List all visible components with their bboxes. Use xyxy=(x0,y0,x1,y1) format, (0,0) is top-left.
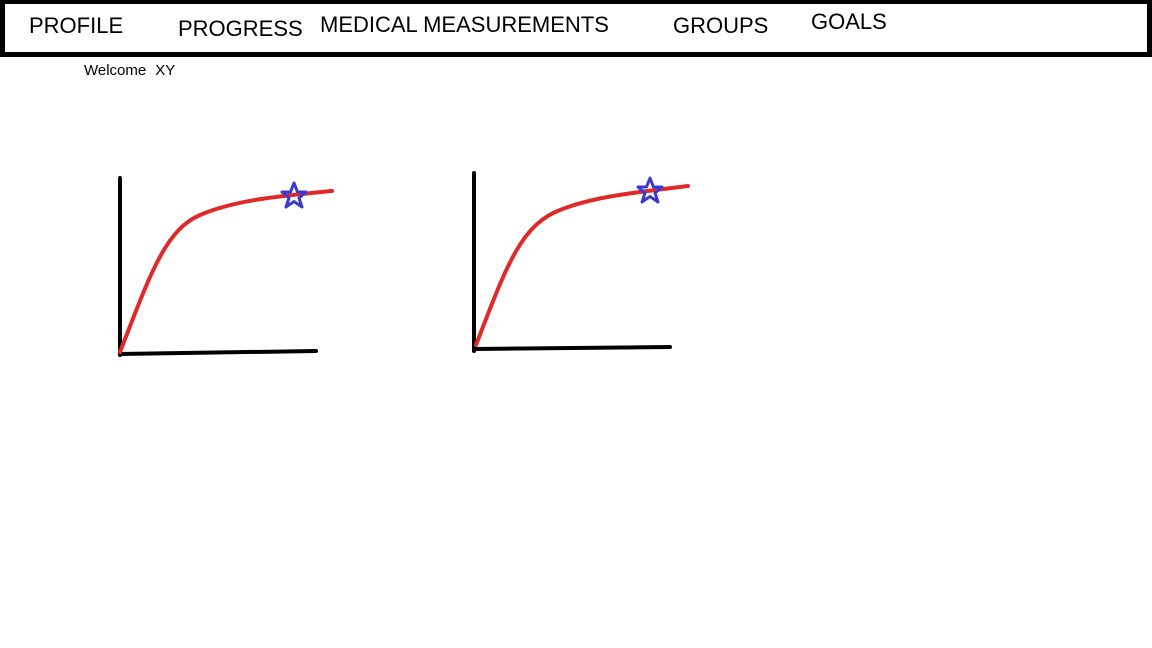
welcome-message: Welcome XY xyxy=(84,62,175,79)
chart-2-x-axis xyxy=(472,345,672,351)
chart-1-star-icon[interactable] xyxy=(280,181,308,209)
chart-1-progress-curve xyxy=(118,189,334,354)
chart-1-x-axis xyxy=(118,349,318,356)
nav-progress[interactable]: PROGRESS xyxy=(178,16,303,41)
chart-2-progress-curve xyxy=(474,184,690,347)
nav-groups[interactable]: GROUPS xyxy=(673,13,769,38)
nav-medical-measurements[interactable]: MEDICAL MEASUREMENTS xyxy=(320,12,609,37)
welcome-user-name: XY xyxy=(155,62,176,79)
nav-goals[interactable]: GOALS xyxy=(811,9,887,34)
nav-profile[interactable]: PROFILE xyxy=(29,13,124,38)
chart-2-star-icon[interactable] xyxy=(636,176,664,204)
progress-chart-1[interactable] xyxy=(118,176,334,357)
welcome-greeting: Welcome xyxy=(84,62,147,79)
top-nav-bar: PROFILE PROGRESS MEDICAL MEASUREMENTS GR… xyxy=(0,0,1152,57)
progress-chart-2[interactable] xyxy=(472,171,690,353)
